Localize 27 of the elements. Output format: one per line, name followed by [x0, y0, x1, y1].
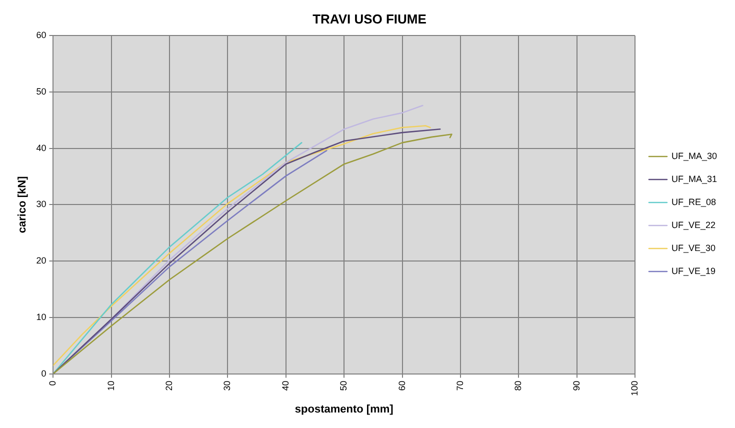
x-tick-label: 50: [338, 380, 349, 391]
legend-label: UF_RE_08: [671, 196, 716, 207]
legend-label: UF_VE_30: [671, 242, 716, 253]
y-tick-label: 50: [36, 86, 46, 96]
x-tick-label: 30: [222, 380, 232, 391]
legend-label: UF_VE_22: [671, 220, 716, 230]
x-tick-label: 100: [629, 380, 640, 396]
x-tick-label: 10: [106, 380, 116, 391]
y-tick-label: 20: [36, 256, 46, 266]
legend-label: UF_MA_31: [671, 174, 718, 184]
x-tick-label: 60: [396, 380, 407, 391]
y-tick-label: 40: [36, 142, 46, 153]
y-axis-title: carico [kN]: [16, 176, 29, 234]
legend-label: UF_MA_30: [671, 150, 718, 161]
x-axis-title: spostamento [mm]: [294, 403, 394, 416]
x-tick-label: 20: [164, 380, 174, 391]
y-tick-label: 0: [41, 368, 46, 378]
x-tick-label: 90: [571, 380, 582, 391]
x-tick-label: 0: [48, 380, 58, 386]
x-tick-label: 40: [280, 380, 290, 391]
y-tick-label: 30: [36, 199, 46, 210]
x-tick-label: 80: [513, 380, 524, 391]
legend-label: UF_VE_19: [671, 266, 716, 276]
x-tick-label: 70: [454, 380, 465, 391]
y-tick-label: 10: [36, 312, 46, 322]
y-tick-label: 60: [36, 30, 46, 40]
chart-title: TRAVI USO FIUME: [312, 11, 427, 26]
